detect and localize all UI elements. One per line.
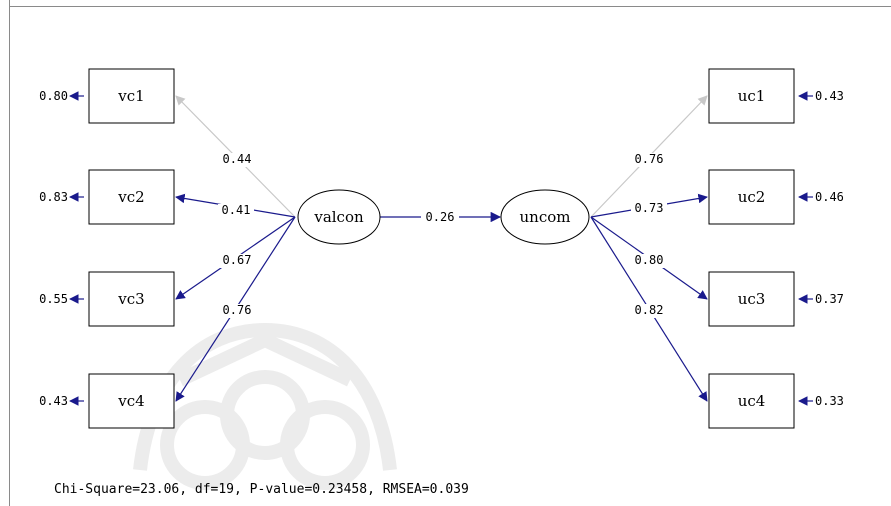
indicator-label-vc3: vc3 bbox=[117, 290, 144, 308]
error-variance-vc2: 0.83 bbox=[39, 190, 68, 204]
path-coefficient: 0.26 bbox=[426, 210, 455, 224]
indicator-label-uc2: uc2 bbox=[738, 188, 766, 206]
fit-statistics: Chi-Square=23.06, df=19, P-value=0.23458… bbox=[54, 482, 469, 497]
error-variance-uc2: 0.46 bbox=[815, 190, 844, 204]
loading-uc1: 0.76 bbox=[635, 152, 664, 166]
indicator-label-uc1: uc1 bbox=[738, 87, 766, 105]
indicator-label-vc2: vc2 bbox=[117, 188, 144, 206]
error-variance-vc3: 0.55 bbox=[39, 292, 68, 306]
indicator-label-uc4: uc4 bbox=[738, 392, 766, 410]
loading-vc1: 0.44 bbox=[223, 152, 252, 166]
loading-uc3: 0.80 bbox=[635, 253, 664, 267]
error-variance-uc3: 0.37 bbox=[815, 292, 844, 306]
loading-vc3: 0.67 bbox=[223, 253, 252, 267]
latent-label-valcon: valcon bbox=[313, 208, 364, 226]
error-variance-vc4: 0.43 bbox=[39, 394, 68, 408]
indicator-label-vc1: vc1 bbox=[117, 87, 144, 105]
watermark-emblem bbox=[140, 330, 390, 483]
loading-vc2: 0.41 bbox=[222, 203, 251, 217]
latent-label-uncom: uncom bbox=[520, 208, 571, 226]
error-variance-uc4: 0.33 bbox=[815, 394, 844, 408]
indicator-label-vc4: vc4 bbox=[117, 392, 144, 410]
indicator-label-uc3: uc3 bbox=[738, 290, 766, 308]
loading-uc4: 0.82 bbox=[635, 303, 664, 317]
error-variance-vc1: 0.80 bbox=[39, 89, 68, 103]
error-variance-uc1: 0.43 bbox=[815, 89, 844, 103]
loading-vc4: 0.76 bbox=[223, 303, 252, 317]
loading-uc2: 0.73 bbox=[635, 201, 664, 215]
